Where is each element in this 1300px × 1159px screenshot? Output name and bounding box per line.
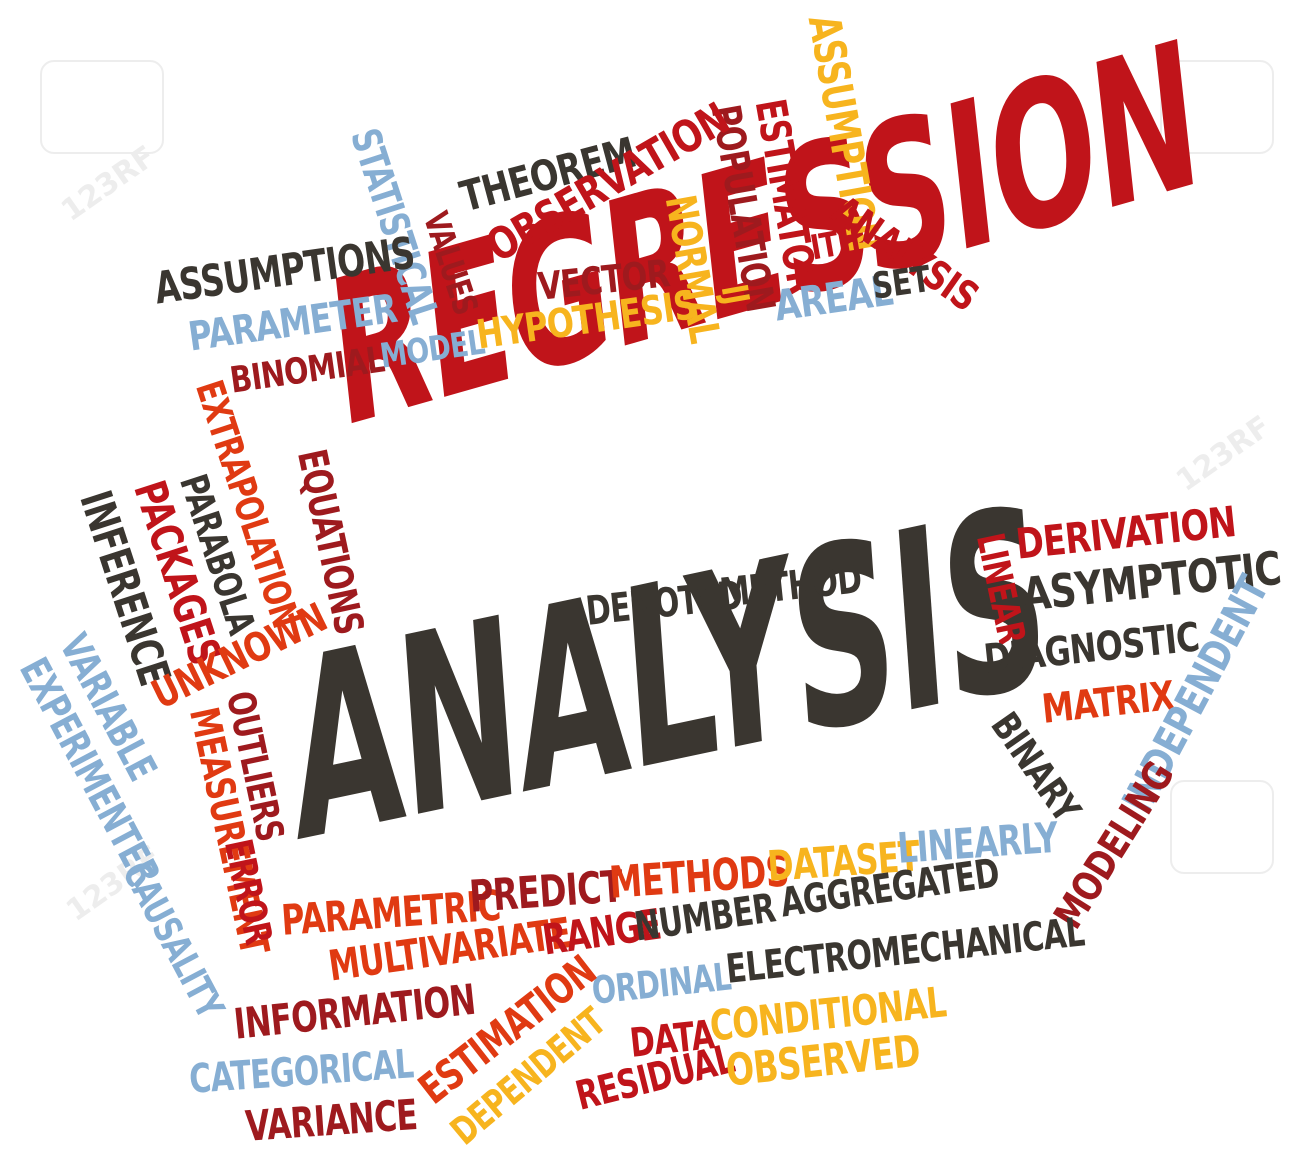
word-set: SET	[869, 259, 933, 308]
watermark-badge	[1160, 60, 1274, 154]
word-variance: VARIANCE	[243, 1090, 419, 1151]
watermark-badge	[40, 60, 164, 154]
watermark-badge	[1170, 780, 1274, 874]
word-information: INFORMATION	[231, 974, 478, 1049]
word-causality: CAUSALITY	[113, 854, 233, 1026]
word-electromechanical: ELECTROMECHANICAL	[723, 909, 1087, 993]
word-analysis-big: ANALYSIS	[280, 452, 1054, 899]
watermark-text: 123RF	[1170, 409, 1278, 499]
